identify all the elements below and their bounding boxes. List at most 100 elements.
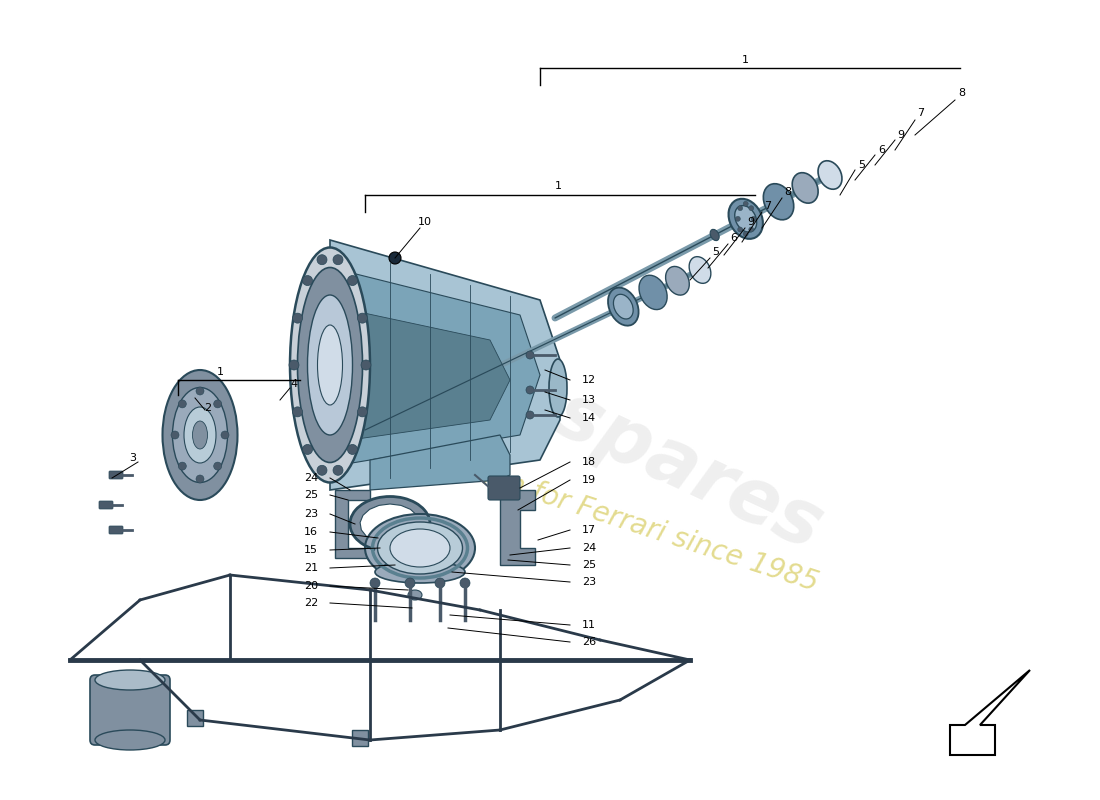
Circle shape xyxy=(526,411,534,419)
Circle shape xyxy=(370,578,379,588)
Ellipse shape xyxy=(639,275,667,310)
Circle shape xyxy=(333,254,343,265)
Ellipse shape xyxy=(390,529,450,567)
Circle shape xyxy=(358,407,367,417)
Ellipse shape xyxy=(666,266,690,295)
FancyBboxPatch shape xyxy=(187,710,204,726)
FancyBboxPatch shape xyxy=(99,501,113,509)
Text: 12: 12 xyxy=(582,375,596,385)
Text: 25: 25 xyxy=(582,560,596,570)
Text: 24: 24 xyxy=(304,473,318,483)
Circle shape xyxy=(744,231,748,237)
Polygon shape xyxy=(950,670,1030,755)
Circle shape xyxy=(389,252,402,264)
Circle shape xyxy=(302,275,312,286)
Ellipse shape xyxy=(163,370,238,500)
Circle shape xyxy=(289,360,299,370)
Text: 8: 8 xyxy=(784,187,792,197)
Text: 23: 23 xyxy=(582,577,596,587)
Text: 1: 1 xyxy=(554,181,561,191)
Polygon shape xyxy=(330,240,560,490)
Text: 3: 3 xyxy=(130,453,136,463)
Ellipse shape xyxy=(735,206,757,232)
Text: 20: 20 xyxy=(304,581,318,591)
Ellipse shape xyxy=(549,359,566,417)
Circle shape xyxy=(196,475,204,483)
Ellipse shape xyxy=(711,230,719,241)
Text: 6: 6 xyxy=(730,233,737,243)
Text: 25: 25 xyxy=(304,490,318,500)
Ellipse shape xyxy=(192,421,208,449)
Ellipse shape xyxy=(377,522,462,574)
Circle shape xyxy=(170,431,179,439)
Text: 21: 21 xyxy=(304,563,318,573)
Ellipse shape xyxy=(308,295,352,435)
Text: 9: 9 xyxy=(898,130,904,140)
Ellipse shape xyxy=(290,247,370,482)
Ellipse shape xyxy=(614,294,634,319)
Text: 5: 5 xyxy=(713,247,719,257)
Ellipse shape xyxy=(408,590,422,600)
Text: 23: 23 xyxy=(304,509,318,519)
Text: 13: 13 xyxy=(582,395,596,405)
Polygon shape xyxy=(370,435,510,490)
Text: 9: 9 xyxy=(747,217,755,227)
Circle shape xyxy=(196,387,204,395)
Circle shape xyxy=(333,466,343,475)
Circle shape xyxy=(348,275,358,286)
FancyBboxPatch shape xyxy=(109,471,123,479)
Text: 16: 16 xyxy=(304,527,318,537)
Text: eurospares: eurospares xyxy=(365,294,835,566)
Circle shape xyxy=(526,351,534,359)
Circle shape xyxy=(213,462,222,470)
Text: 24: 24 xyxy=(582,543,596,553)
Circle shape xyxy=(317,466,327,475)
Ellipse shape xyxy=(728,198,763,239)
Circle shape xyxy=(213,400,222,408)
FancyBboxPatch shape xyxy=(109,526,123,534)
Ellipse shape xyxy=(318,325,342,405)
Polygon shape xyxy=(350,310,510,440)
Circle shape xyxy=(178,462,186,470)
Polygon shape xyxy=(336,490,370,558)
Text: 7: 7 xyxy=(764,201,771,211)
Circle shape xyxy=(751,216,756,222)
Circle shape xyxy=(178,400,186,408)
Circle shape xyxy=(405,578,415,588)
Ellipse shape xyxy=(184,407,216,463)
Circle shape xyxy=(317,254,327,265)
Circle shape xyxy=(361,360,371,370)
Ellipse shape xyxy=(737,208,755,230)
Circle shape xyxy=(302,445,312,454)
Text: 1: 1 xyxy=(741,55,748,65)
FancyBboxPatch shape xyxy=(352,730,368,746)
Circle shape xyxy=(358,313,367,323)
Ellipse shape xyxy=(95,730,165,750)
Polygon shape xyxy=(340,270,540,465)
Text: 14: 14 xyxy=(582,413,596,423)
Text: 18: 18 xyxy=(582,457,596,467)
Ellipse shape xyxy=(608,288,639,326)
Text: 22: 22 xyxy=(304,598,318,608)
Text: 7: 7 xyxy=(917,108,925,118)
Polygon shape xyxy=(500,490,535,565)
Text: 2: 2 xyxy=(205,403,211,413)
Circle shape xyxy=(348,445,358,454)
Circle shape xyxy=(434,578,446,588)
Circle shape xyxy=(460,578,470,588)
Circle shape xyxy=(293,407,303,417)
Ellipse shape xyxy=(792,173,818,203)
Ellipse shape xyxy=(689,257,711,283)
FancyBboxPatch shape xyxy=(90,675,170,745)
Ellipse shape xyxy=(297,267,363,462)
Text: 15: 15 xyxy=(304,545,318,555)
Text: 17: 17 xyxy=(582,525,596,535)
Circle shape xyxy=(526,386,534,394)
Ellipse shape xyxy=(95,670,165,690)
Text: 19: 19 xyxy=(582,475,596,485)
Text: 6: 6 xyxy=(879,145,886,155)
Ellipse shape xyxy=(615,297,631,316)
Text: 10: 10 xyxy=(418,217,432,227)
Circle shape xyxy=(221,431,229,439)
Ellipse shape xyxy=(365,514,475,582)
